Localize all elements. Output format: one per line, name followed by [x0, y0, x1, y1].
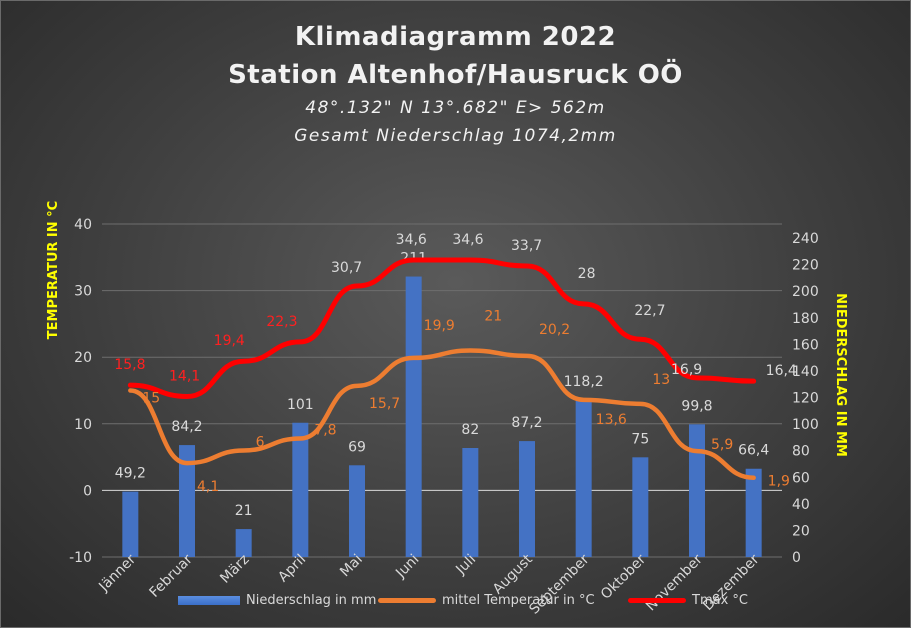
- legend-item-precipitation[interactable]: Niederschlag in mm: [178, 593, 376, 608]
- precipitation-data-label: 118,2: [564, 374, 604, 390]
- y-left-tick-label: 40: [74, 217, 92, 233]
- y-right-tick-label: 0: [792, 550, 801, 566]
- x-axis-category-label: August: [490, 551, 536, 597]
- mean-temperature-data-label: 4,1: [197, 479, 219, 495]
- precipitation-bar: [179, 445, 195, 557]
- chart-subtitle-coordinates: 48°.132" N 13°.682" E> 562m: [305, 98, 606, 118]
- precipitation-data-label: 21: [235, 503, 253, 519]
- mean-temperature-data-label: 1,9: [768, 474, 790, 490]
- precipitation-bar: [575, 399, 592, 557]
- tmax-data-label: 28: [578, 266, 596, 282]
- tmax-data-label: 34,6: [452, 232, 483, 248]
- y-left-tick-label: 10: [74, 417, 92, 433]
- precipitation-data-label: 84,2: [171, 419, 202, 435]
- y-right-tick-label: 160: [792, 337, 819, 353]
- chart-title: Klimadiagramm 2022: [294, 22, 617, 52]
- mean-temperature-data-label: 13,6: [596, 412, 627, 428]
- precipitation-bar: [405, 276, 422, 557]
- y-left-tick-label: 30: [74, 284, 92, 300]
- mean-temperature-data-label: 7,8: [314, 422, 336, 438]
- chart-title-station: Station Altenhof/Hausruck OÖ: [228, 60, 683, 90]
- legend-swatch-mean-temperature: [378, 598, 436, 603]
- mean-temperature-data-label: 15: [142, 391, 160, 407]
- tmax-data-label: 14,1: [169, 368, 200, 384]
- legend-item-mean-temperature[interactable]: mittel Temperatur in °C: [378, 593, 595, 608]
- precipitation-data-label: 82: [461, 422, 479, 438]
- y-right-tick-label: 200: [792, 284, 819, 300]
- legend-label-tmax: Tmax °C: [692, 593, 748, 608]
- mean-temperature-data-label: 6: [256, 434, 265, 450]
- y-left-tick-label: 20: [74, 350, 92, 366]
- legend-label-mean-temperature: mittel Temperatur in °C: [442, 593, 595, 608]
- y-right-tick-label: 120: [792, 391, 819, 407]
- y-right-tick-label: 100: [792, 417, 819, 433]
- precipitation-bar: [519, 441, 535, 557]
- mean-temperature-data-label: 15,7: [369, 396, 400, 412]
- precipitation-bar: [349, 465, 365, 557]
- chart-subtitle-total-precipitation: Gesamt Niederschlag 1074,2mm: [294, 126, 617, 146]
- legend-label-precipitation: Niederschlag in mm: [246, 593, 377, 608]
- precipitation-bar: [632, 457, 649, 557]
- precipitation-data-label: 99,8: [681, 398, 712, 414]
- mean-temperature-data-label: 5,9: [711, 437, 733, 453]
- y-right-tick-label: 180: [792, 311, 819, 327]
- tmax-data-label: 22,3: [266, 314, 297, 330]
- precipitation-data-label: 101: [287, 397, 314, 413]
- precipitation-bar: [462, 448, 479, 557]
- mean-temperature-data-label: 13: [652, 372, 670, 388]
- precipitation-data-label: 75: [631, 431, 649, 447]
- precipitation-bar: [122, 491, 139, 557]
- legend-swatch-tmax: [628, 598, 686, 603]
- precipitation-bar: [689, 424, 705, 557]
- tmax-data-label: 22,7: [634, 303, 665, 319]
- tmax-data-label: 30,7: [331, 260, 362, 276]
- y-right-tick-label: 40: [792, 497, 810, 513]
- y-right-tick-label: 240: [792, 231, 819, 247]
- precipitation-bar: [745, 468, 762, 557]
- y-right-tick-label: 220: [792, 258, 819, 274]
- mean-temperature-data-label: 21: [484, 309, 502, 325]
- tmax-data-label: 15,8: [114, 357, 145, 373]
- tmax-data-label: 34,6: [396, 232, 427, 248]
- mean-temperature-data-label: 19,9: [424, 318, 455, 334]
- mean-temperature-line: [128, 348, 756, 480]
- precipitation-data-label: 69: [348, 439, 366, 455]
- legend-item-tmax[interactable]: Tmax °C: [628, 593, 748, 608]
- y-right-tick-label: 140: [792, 364, 819, 380]
- y-left-tick-label: 0: [83, 483, 92, 499]
- y-left-tick-label: -10: [69, 550, 92, 566]
- precipitation-data-label: 87,2: [511, 415, 542, 431]
- tmax-data-label: 19,4: [214, 333, 245, 349]
- precipitation-data-label: 66,4: [738, 443, 769, 459]
- legend: Niederschlag in mm mittel Temperatur in …: [0, 593, 911, 613]
- tmax-data-label: 33,7: [511, 238, 542, 254]
- y-right-tick-label: 80: [792, 444, 810, 460]
- mean-temperature-data-label: 20,2: [539, 322, 570, 338]
- tmax-line: [127, 257, 757, 399]
- tmax-data-label: 16,4: [766, 363, 797, 379]
- x-axis-category-label: Jänner: [95, 551, 139, 595]
- precipitation-data-label: 49,2: [115, 466, 146, 482]
- precipitation-bar: [235, 529, 252, 557]
- legend-swatch-precipitation: [178, 596, 240, 605]
- y-right-tick-label: 60: [792, 470, 810, 486]
- y-right-tick-label: 20: [792, 523, 810, 539]
- tmax-data-label: 16,9: [671, 362, 702, 378]
- precipitation-bar: [292, 422, 309, 557]
